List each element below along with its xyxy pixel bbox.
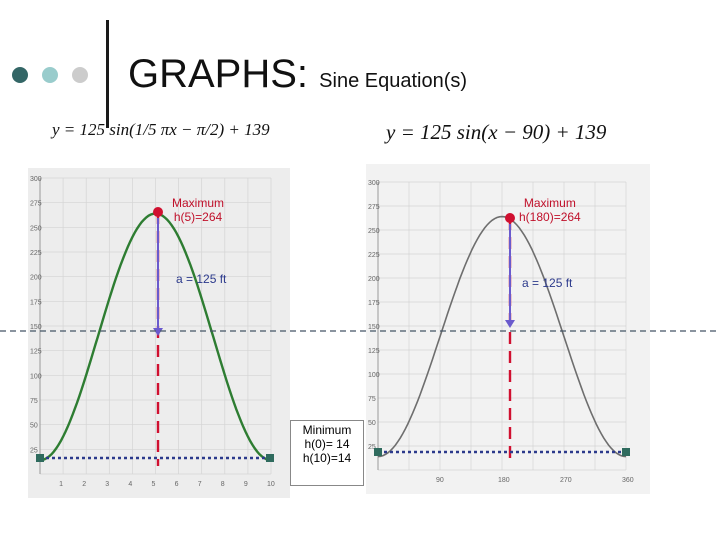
x-tick-label: 90 — [436, 477, 444, 484]
left-min-marker-end — [266, 454, 274, 462]
x-tick-label: 1 — [59, 481, 63, 488]
right-min-marker-end — [622, 448, 630, 456]
title-divider — [106, 20, 109, 128]
y-tick-label: 125 — [30, 349, 42, 356]
left-min-marker-start — [36, 454, 44, 462]
minimum-line3: h(10)=14 — [302, 451, 352, 465]
y-tick-label: 75 — [30, 398, 38, 405]
left-grid — [39, 177, 272, 475]
minimum-line1: Minimum — [302, 423, 352, 437]
left-max-marker — [153, 207, 163, 217]
y-tick-label: 25 — [368, 444, 376, 451]
y-tick-label: 250 — [30, 225, 42, 232]
right-x-ticks: 90 180 270 360 — [436, 477, 634, 484]
y-tick-label: 100 — [368, 372, 380, 379]
bullet-dot-teal — [42, 67, 58, 83]
y-tick-label: 25 — [30, 447, 38, 454]
x-tick-label: 360 — [622, 477, 634, 484]
y-tick-label: 175 — [30, 299, 42, 306]
x-tick-label: 3 — [105, 481, 109, 488]
y-tick-label: 150 — [30, 324, 42, 331]
right-max-label: Maximum h(180)=264 — [519, 196, 581, 224]
y-tick-label: 225 — [30, 250, 42, 257]
page-title: GRAPHS: Sine Equation(s) — [128, 52, 467, 97]
x-tick-label: 10 — [267, 481, 275, 488]
x-tick-label: 5 — [152, 481, 156, 488]
y-tick-label: 200 — [30, 275, 42, 282]
right-sine-curve — [377, 215, 627, 458]
minimum-label-box: Minimum h(0)= 14 h(10)=14 — [290, 420, 364, 486]
right-grid — [377, 181, 627, 471]
left-graph: 300 275 250 225 200 175 150 125 100 75 50 25 1 2 3 4 5 6… — [28, 168, 290, 498]
left-x-ticks: 1 2 3 4 5 6 7 8 9 10 — [59, 481, 275, 488]
right-max-marker — [505, 213, 515, 223]
title-subtitle: Sine Equation(s) — [319, 70, 468, 92]
x-tick-label: 2 — [82, 481, 86, 488]
equation-left: y = 125 sin(1/5 πx − π/2) + 139 — [52, 120, 270, 139]
x-tick-label: 8 — [221, 481, 225, 488]
y-tick-label: 300 — [368, 180, 380, 187]
y-tick-label: 225 — [368, 252, 380, 259]
x-tick-label: 7 — [198, 481, 202, 488]
bullet-dot-grey — [72, 67, 88, 83]
y-tick-label: 175 — [368, 300, 380, 307]
x-tick-label: 9 — [244, 481, 248, 488]
bullet-dot-dark — [12, 67, 28, 83]
left-arrow-head — [153, 328, 163, 336]
x-tick-label: 180 — [498, 477, 510, 484]
right-arrow-head — [505, 320, 515, 328]
right-max-label-line1: Maximum — [523, 196, 576, 210]
y-tick-label: 200 — [368, 276, 380, 283]
x-tick-label: 6 — [175, 481, 179, 488]
right-amplitude-label: a = 125 ft — [522, 276, 573, 290]
y-tick-label: 50 — [368, 420, 376, 427]
y-tick-label: 150 — [368, 324, 380, 331]
y-tick-label: 50 — [30, 423, 38, 430]
x-tick-label: 4 — [128, 481, 132, 488]
y-tick-label: 250 — [368, 228, 380, 235]
left-max-label: Maximum h(5)=264 — [172, 196, 224, 224]
minimum-line2: h(0)= 14 — [304, 437, 350, 451]
y-tick-label: 300 — [30, 176, 42, 183]
y-tick-label: 275 — [368, 204, 380, 211]
x-tick-label: 270 — [560, 477, 572, 484]
right-min-marker-start — [374, 448, 382, 456]
title-main: GRAPHS: — [128, 52, 309, 96]
left-max-label-line2: h(5)=264 — [173, 210, 223, 224]
right-max-label-line2: h(180)=264 — [519, 210, 581, 224]
right-y-ticks: 300 275 250 225 200 175 150 125 100 75 50 25 — [368, 180, 380, 451]
left-amplitude-label: a = 125 ft — [176, 272, 227, 286]
y-tick-label: 75 — [368, 396, 376, 403]
y-tick-label: 275 — [30, 201, 42, 208]
y-tick-label: 100 — [30, 373, 42, 380]
y-tick-label: 125 — [368, 348, 380, 355]
equation-right: y = 125 sin(x − 90) + 139 — [386, 120, 607, 144]
right-graph: 300 275 250 225 200 175 150 125 100 75 50 25 90 180 2… — [366, 164, 650, 494]
left-max-label-line1: Maximum — [172, 196, 225, 210]
left-y-ticks: 300 275 250 225 200 175 150 125 100 75 50 25 — [30, 176, 42, 454]
